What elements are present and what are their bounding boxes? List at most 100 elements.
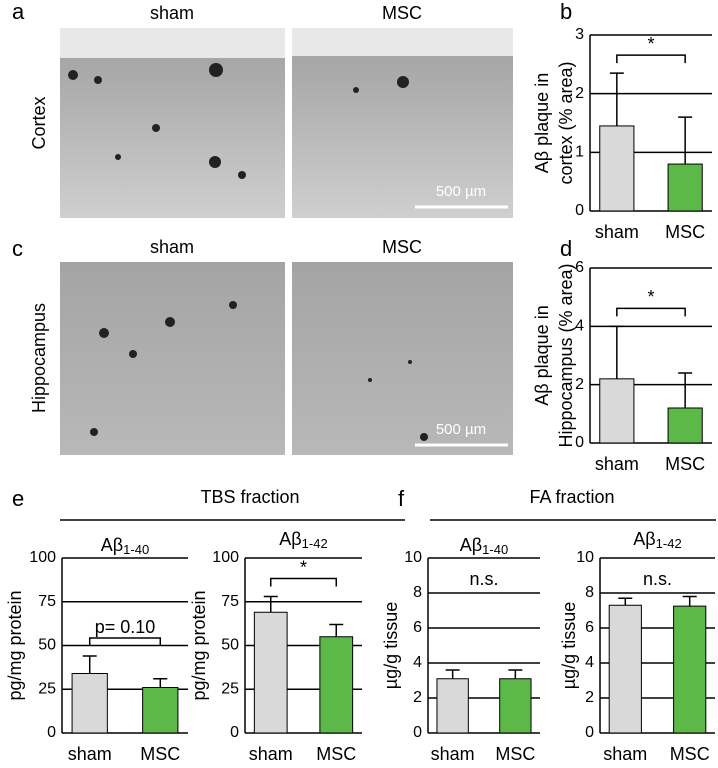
x-tick-label: sham xyxy=(249,744,293,763)
y-tick-label: 10 xyxy=(404,549,422,566)
bar xyxy=(673,605,707,734)
title-main: Aβ xyxy=(460,535,482,555)
y-tick-label: 50 xyxy=(38,637,56,654)
y-tick-label: 75 xyxy=(221,593,239,610)
y-tick-label: 25 xyxy=(38,680,56,697)
y-tick-label: 0 xyxy=(575,202,584,219)
bracket xyxy=(88,637,162,646)
panel-label: e xyxy=(12,486,24,511)
x-tick-label: MSC xyxy=(670,744,710,763)
bar xyxy=(499,678,532,734)
y-axis-label: Aβ plaque in xyxy=(532,73,552,173)
title-main: Aβ xyxy=(633,529,655,549)
y-axis-label: pg/mg protein xyxy=(5,590,25,700)
bar xyxy=(599,378,635,444)
bar xyxy=(667,407,703,444)
bracket xyxy=(269,577,338,587)
y-tick-label: 75 xyxy=(38,593,56,610)
scale-bar-label: 500 µm xyxy=(436,421,486,438)
y-tick-label: 4 xyxy=(585,654,594,671)
y-tick-label: 4 xyxy=(413,654,422,671)
title-sub: 1-42 xyxy=(302,536,328,551)
micrograph xyxy=(60,262,285,455)
scale-bar-label: 500 µm xyxy=(436,183,486,200)
title-main: Aβ xyxy=(279,529,301,549)
chart-title: Aβ1-42 xyxy=(633,529,681,552)
annotation: n.s. xyxy=(469,569,498,589)
y-tick-label: 0 xyxy=(585,724,594,741)
chart-title: Aβ1-40 xyxy=(101,535,149,558)
y-tick-label: 100 xyxy=(212,549,239,566)
bar xyxy=(667,163,703,212)
micrograph xyxy=(292,262,513,455)
image-title: MSC xyxy=(382,237,422,257)
y-tick-label: 100 xyxy=(29,549,56,566)
bar xyxy=(599,125,635,212)
image-title: MSC xyxy=(382,3,422,23)
annotation: * xyxy=(300,557,307,577)
bar xyxy=(253,611,288,734)
group-title: TBS fraction xyxy=(200,487,299,507)
y-axis-label: µg/g tissue xyxy=(381,602,401,689)
y-tick-label: 50 xyxy=(221,637,239,654)
micrograph xyxy=(292,28,513,218)
annotation: p= 0.10 xyxy=(95,617,156,637)
y-tick-label: 10 xyxy=(576,549,594,566)
images: 500 µm 500 µm xyxy=(60,28,513,455)
panel-label: d xyxy=(560,236,572,261)
title-sub: 1-40 xyxy=(123,542,149,557)
panel-label: a xyxy=(12,0,25,24)
chart-title: Aβ1-40 xyxy=(460,535,508,558)
y-tick-label: 2 xyxy=(585,689,594,706)
y-tick-label: 0 xyxy=(230,724,239,741)
row-label: Cortex xyxy=(29,96,49,149)
y-tick-label: 2 xyxy=(575,85,584,102)
y-tick-label: 3 xyxy=(575,26,584,43)
y-tick-label: 0 xyxy=(575,434,584,451)
y-tick-label: 6 xyxy=(413,619,422,636)
bar xyxy=(608,604,642,734)
bracket xyxy=(616,54,686,64)
x-tick-label: sham xyxy=(603,744,647,763)
x-tick-label: sham xyxy=(595,454,639,474)
panel-label: f xyxy=(398,486,405,511)
row-label: Hippocampus xyxy=(29,303,49,413)
y-tick-label: 1 xyxy=(575,144,584,161)
micrograph xyxy=(60,28,285,218)
image-title: sham xyxy=(150,3,194,23)
y-tick-label: 6 xyxy=(585,619,594,636)
x-tick-label: MSC xyxy=(665,222,705,242)
y-tick-label: 0 xyxy=(413,724,422,741)
bar xyxy=(71,673,108,734)
x-tick-label: sham xyxy=(68,744,112,763)
y-axis-label: Hippocampus (% area) xyxy=(556,263,576,447)
title-main: Aβ xyxy=(101,535,123,555)
title-sub: 1-42 xyxy=(656,536,682,551)
x-tick-label: MSC xyxy=(140,744,180,763)
x-tick-label: sham xyxy=(431,744,475,763)
bar xyxy=(142,687,179,734)
image-title: sham xyxy=(150,237,194,257)
annotation: * xyxy=(647,34,654,54)
y-tick-label: 2 xyxy=(413,689,422,706)
bar xyxy=(436,678,469,734)
x-tick-label: sham xyxy=(595,222,639,242)
y-tick-label: 25 xyxy=(221,680,239,697)
group-title: FA fraction xyxy=(529,487,614,507)
y-tick-label: 6 xyxy=(575,259,584,276)
y-axis-label: µg/g tissue xyxy=(559,602,579,689)
x-tick-label: MSC xyxy=(665,454,705,474)
title-sub: 1-40 xyxy=(482,542,508,557)
y-tick-label: 8 xyxy=(413,584,422,601)
y-axis-label: pg/mg protein xyxy=(189,590,209,700)
y-tick-label: 8 xyxy=(585,584,594,601)
panel-label: b xyxy=(560,0,572,24)
y-tick-label: 0 xyxy=(47,724,56,741)
annotation: * xyxy=(647,287,654,307)
y-axis-label: cortex (% area) xyxy=(556,61,576,184)
panel-label: c xyxy=(12,236,23,261)
annotation: n.s. xyxy=(643,569,672,589)
x-tick-label: MSC xyxy=(495,744,535,763)
chart-title: Aβ1-42 xyxy=(279,529,327,552)
